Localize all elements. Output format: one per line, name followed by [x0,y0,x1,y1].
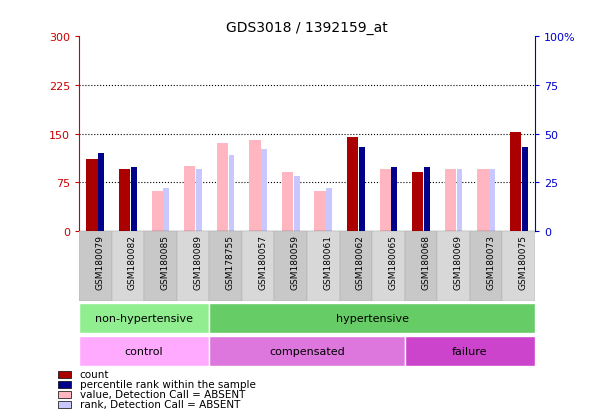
Text: GSM180079: GSM180079 [95,235,105,290]
Text: GSM178755: GSM178755 [226,235,235,290]
Bar [522,148,528,231]
Text: non-hypertensive: non-hypertensive [95,313,193,323]
Bar [58,401,72,408]
Bar [196,169,202,231]
Bar [229,156,235,231]
Text: GSM180068: GSM180068 [421,235,430,290]
Bar [489,169,495,231]
Text: GSM180069: GSM180069 [454,235,463,290]
Bar [347,138,358,231]
Bar [58,371,72,378]
Bar [294,177,300,231]
Bar [79,303,209,333]
Bar [144,231,177,301]
Bar [86,160,98,231]
Text: control: control [125,346,164,356]
Bar [392,167,397,231]
Bar [242,231,274,301]
Bar [112,231,144,301]
Bar [326,189,332,231]
Text: GSM180075: GSM180075 [519,235,528,290]
Text: failure: failure [452,346,488,356]
Bar [209,303,535,333]
Bar [405,231,437,301]
Bar [477,170,489,231]
Bar [379,170,391,231]
Bar [58,381,72,388]
Text: GSM180082: GSM180082 [128,235,137,290]
Text: GSM180065: GSM180065 [389,235,398,290]
Text: compensated: compensated [269,346,345,356]
Bar [274,231,307,301]
Bar [209,231,242,301]
Bar [164,189,169,231]
Bar [502,231,535,301]
Bar [340,231,372,301]
Bar [314,191,326,231]
Bar [372,231,405,301]
Bar [249,141,261,231]
Bar [151,191,163,231]
Bar [424,167,430,231]
Bar [98,154,104,231]
Bar [510,132,521,231]
Text: GSM180057: GSM180057 [258,235,267,290]
Text: percentile rank within the sample: percentile rank within the sample [80,380,255,389]
Bar [209,336,405,366]
Text: GSM180089: GSM180089 [193,235,202,290]
Bar [79,336,209,366]
Bar [392,169,397,231]
Text: count: count [80,369,109,380]
Bar [177,231,209,301]
Bar [79,231,112,301]
Bar [359,148,365,231]
Bar [184,166,196,231]
Text: value, Detection Call = ABSENT: value, Detection Call = ABSENT [80,389,245,399]
Bar [444,170,456,231]
Text: GSM180062: GSM180062 [356,235,365,290]
Bar [470,231,502,301]
Text: GSM180073: GSM180073 [486,235,495,290]
Bar [216,144,228,231]
Bar [412,173,424,231]
Text: hypertensive: hypertensive [336,313,409,323]
Bar [119,170,130,231]
Bar [131,167,137,231]
Bar [307,231,340,301]
Bar [282,173,293,231]
Bar [405,336,535,366]
Text: GSM180059: GSM180059 [291,235,300,290]
Bar [457,169,463,231]
Bar [437,231,470,301]
Bar [261,150,267,231]
Text: rank, Detection Call = ABSENT: rank, Detection Call = ABSENT [80,399,240,409]
Bar [58,391,72,398]
Text: GSM180061: GSM180061 [323,235,333,290]
Text: GSM180085: GSM180085 [161,235,170,290]
Title: GDS3018 / 1392159_at: GDS3018 / 1392159_at [226,21,388,35]
